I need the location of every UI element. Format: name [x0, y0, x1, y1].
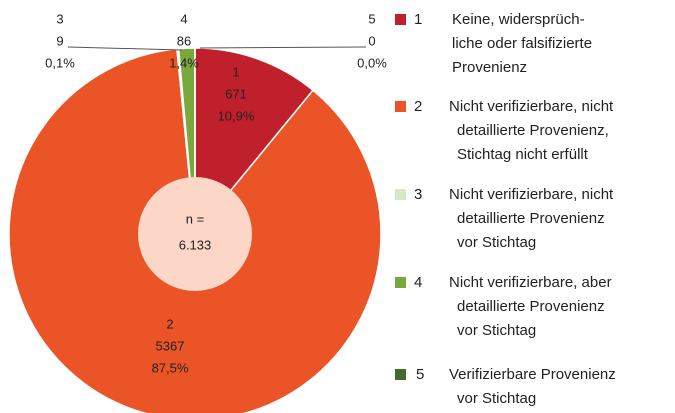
slice-category: 4 [180, 11, 187, 26]
legend-description: detaillierte Provenienz [457, 298, 605, 315]
legend-description: Nicht verifizierbare, nicht [449, 98, 614, 115]
legend-label: 1 [414, 11, 422, 28]
legend-label: 5 [416, 366, 424, 383]
slice-category: 3 [56, 11, 63, 26]
legend-swatch [395, 189, 406, 200]
slice-value: 0 [368, 33, 375, 48]
leader-line [199, 46, 367, 49]
pie-slice [8, 48, 382, 413]
slice-percent: 1,4% [169, 55, 199, 70]
legend-swatch [395, 369, 406, 380]
legend-swatch [395, 101, 406, 112]
slice-category: 1 [232, 64, 239, 79]
slice-value: 86 [177, 33, 191, 48]
slice-percent: 10,9% [218, 108, 255, 123]
legend-description: vor Stichtag [457, 322, 536, 339]
legend-description: Keine, widersprüch- [452, 11, 585, 28]
legend-description: Verifizierbare Provenienz [449, 366, 616, 383]
slice-value: 9 [56, 33, 63, 48]
slice-value: 5367 [156, 338, 185, 353]
legend-description: detaillierte Provenienz [457, 210, 605, 227]
slice-category: 5 [368, 11, 375, 26]
legend-description: Nicht verifizierbare, aber [449, 274, 612, 291]
slice-percent: 87,5% [152, 360, 189, 375]
legend-description: Provenienz [452, 59, 527, 76]
slice-value: 671 [225, 86, 247, 101]
legend-swatch [395, 277, 406, 288]
legend-description: detaillierte Provenienz, [457, 122, 609, 139]
center-label: n = [186, 211, 204, 226]
legend-label: 4 [414, 274, 422, 291]
center-circle [138, 177, 252, 291]
legend-description: Stichtag nicht erfüllt [457, 146, 589, 163]
slice-percent: 0,0% [357, 55, 387, 70]
legend-swatch [395, 14, 406, 25]
center-label: 6.133 [179, 237, 212, 252]
legend-description: vor Stichtag [457, 234, 536, 251]
slice-percent: 0,1% [45, 55, 75, 70]
leader-line [67, 46, 183, 51]
legend-description: liche oder falsifizierte [452, 35, 592, 52]
legend-description: Nicht verifizierbare, nicht [449, 186, 614, 203]
legend-label: 2 [414, 98, 422, 115]
legend-description: vor Stichtag [457, 390, 536, 407]
legend-label: 3 [414, 186, 422, 203]
slice-category: 2 [166, 316, 173, 331]
